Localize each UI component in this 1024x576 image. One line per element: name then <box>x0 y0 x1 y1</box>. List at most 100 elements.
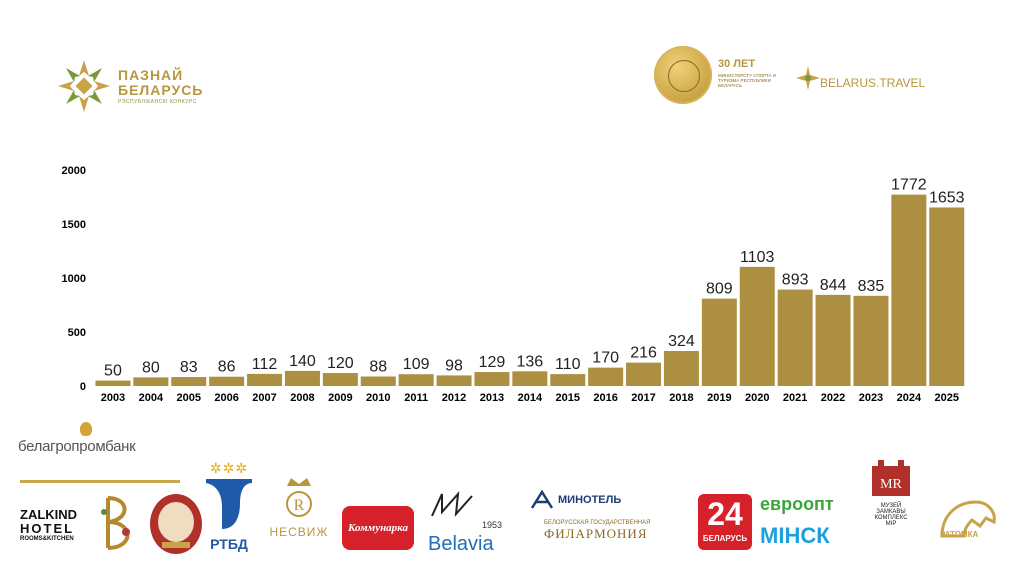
minotel-logo: МИНОТЕЛЬ <box>530 490 690 510</box>
x-tick-label: 2010 <box>366 392 390 404</box>
bar <box>929 207 965 386</box>
bar <box>436 375 472 386</box>
mir-castle-logo: MR МУЗЕЙ ЗАМКАВЫ КОМПЛЕКС МІР <box>866 458 916 527</box>
mir-line2: ЗАМКАВЫ <box>876 509 906 515</box>
bar <box>739 266 775 386</box>
x-tick-label: 2015 <box>556 392 580 404</box>
x-tick-label: 2023 <box>859 392 883 404</box>
data-label: 86 <box>218 359 236 376</box>
y-axis: 0 500 1000 1500 2000 <box>62 165 86 393</box>
tv24-subtitle: БЕЛАРУСЬ <box>702 534 748 543</box>
data-label: 893 <box>782 272 809 289</box>
ratomka-text: РАТОМКА <box>940 530 979 539</box>
tv24-number: 24 <box>707 496 743 532</box>
data-label: 50 <box>104 363 122 380</box>
horse-head-icon <box>940 500 996 538</box>
evroopt-text: евроопт <box>760 494 834 514</box>
rtbd-emblem-icon <box>206 479 252 529</box>
bar <box>853 295 889 386</box>
y-tick-label: 500 <box>68 327 86 339</box>
leaf-icon <box>80 422 92 436</box>
x-tick-label: 2004 <box>139 392 164 404</box>
anniversary-logos: 30 ЛЕТ МИНИСТЕРСТУ СПОРТА И ТУРИЗМА РЕСП… <box>654 46 954 108</box>
data-label: 112 <box>252 356 278 373</box>
bar <box>247 373 283 386</box>
bar <box>360 376 396 386</box>
y-tick-label: 2000 <box>62 165 86 177</box>
data-label: 110 <box>555 356 581 373</box>
y-tick-label: 1000 <box>62 273 86 285</box>
belagroprombank-text: белагропромбанк <box>18 438 136 455</box>
data-label: 809 <box>706 281 733 298</box>
x-tick-label: 2024 <box>897 392 922 404</box>
brand-name: ПАЗНАЙ БЕЛАРУСЬ <box>118 68 203 98</box>
svg-text:MR: MR <box>880 477 902 492</box>
data-label: 120 <box>327 355 354 372</box>
bar <box>777 289 813 386</box>
minotel-filarmonia-logos: МИНОТЕЛЬ БЕЛОРУССКАЯ ГОСУДАРСТВЕННАЯ ФИЛ… <box>530 490 690 542</box>
ratomka-logo: РАТОМКА <box>932 496 1006 545</box>
crown-monogram-icon: R <box>286 478 312 517</box>
belagroprombank-logo: белагропромбанк <box>0 420 190 483</box>
bar <box>209 376 245 386</box>
x-tick-label: 2022 <box>821 392 845 404</box>
x-tick-label: 2007 <box>252 392 276 404</box>
zalkind-line1: ZALKIND <box>20 507 78 522</box>
mir-line4: МІР <box>885 521 897 527</box>
bar <box>284 370 320 386</box>
monogram-b-icon <box>101 496 130 550</box>
bar <box>626 362 662 386</box>
x-tick-label: 2014 <box>518 392 543 404</box>
bar <box>171 377 207 386</box>
nesvizh-text: НЕСВИЖ <box>269 525 329 539</box>
filarmonia-line2: ФИЛАРМОНИЯ <box>544 526 648 541</box>
travel-brand: BELARUS.TRAVEL <box>820 76 926 90</box>
data-label: 80 <box>142 359 160 376</box>
kommunarka-logo: Коммунарка <box>342 506 414 550</box>
x-tick-label: 2025 <box>935 392 959 404</box>
partner-logos: белагропромбанк ZALKIND HOTEL ROOMS&KITC… <box>0 420 1024 576</box>
data-label: 1653 <box>929 189 965 206</box>
brand-name-line1: ПАЗНАЙ <box>118 67 184 83</box>
x-tick-label: 2012 <box>442 392 466 404</box>
kommunarka-text: Коммунарка <box>348 522 408 534</box>
bar-chart: 0 500 1000 1500 2000 50 80 83 86 112 140 120 88 109 9… <box>62 165 965 404</box>
x-tick-label: 2005 <box>177 392 201 404</box>
data-label: 109 <box>403 356 430 373</box>
data-label: 835 <box>858 278 885 295</box>
x-tick-label: 2021 <box>783 392 807 404</box>
zalkind-line3: ROOMS&KITCHEN <box>20 536 74 542</box>
data-label: 136 <box>516 353 543 370</box>
brand-logo: ПАЗНАЙ БЕЛАРУСЬ РЭСПУБЛІКАНСКІ КОНКУРС <box>56 58 226 114</box>
x-tick-label: 2016 <box>593 392 617 404</box>
bar <box>550 374 586 386</box>
data-label: 98 <box>445 357 463 374</box>
data-label: 1772 <box>891 177 927 194</box>
brand-name-line2: БЕЛАРУСЬ <box>118 82 204 98</box>
tv24-logo: 24 БЕЛАРУСЬ <box>698 494 752 550</box>
x-axis: 2003 2004 2005 2006 2007 2008 2009 2010 2011 2012… <box>101 392 959 404</box>
minotel-icon <box>530 490 554 509</box>
bar <box>322 373 358 386</box>
y-tick-label: 0 <box>80 381 86 393</box>
bar <box>474 372 510 386</box>
travel-star-icon <box>796 66 820 90</box>
bar <box>815 294 851 386</box>
bar <box>398 374 434 386</box>
x-tick-label: 2003 <box>101 392 125 404</box>
zalkind-line2: HOTEL <box>20 521 75 536</box>
bar <box>701 298 737 386</box>
x-tick-label: 2017 <box>631 392 655 404</box>
anniversary-years: 30 ЛЕТ <box>718 58 756 70</box>
minsk-text: МIНСК <box>760 523 830 548</box>
data-label: 844 <box>820 277 847 294</box>
filarmonia-line1: БЕЛОРУССКАЯ ГОСУДАРСТВЕННАЯ <box>544 520 651 526</box>
bar <box>891 194 927 386</box>
filarmonia-logo: БЕЛОРУССКАЯ ГОСУДАРСТВЕННАЯ ФИЛАРМОНИЯ <box>530 520 690 542</box>
ornament-star-icon <box>58 60 110 112</box>
belavia-year: 1953 <box>482 520 503 530</box>
x-tick-label: 2018 <box>669 392 693 404</box>
restaurant-emblem-icon <box>150 494 202 554</box>
svg-text:R: R <box>294 497 305 514</box>
x-tick-label: 2006 <box>214 392 238 404</box>
